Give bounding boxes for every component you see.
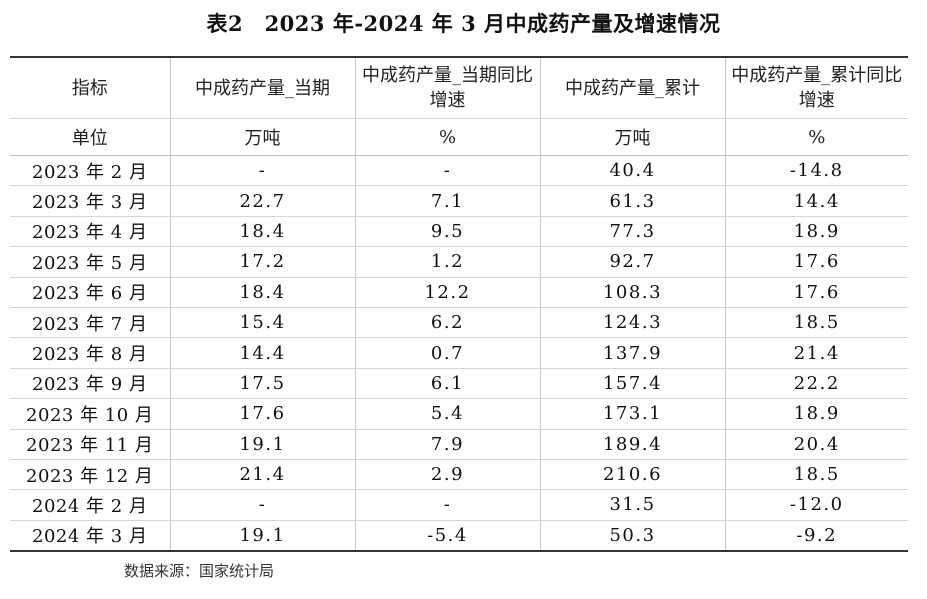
cell-period: 2023 年 10 月 [10,398,171,430]
cell-cumulative-yoy: -12.0 [724,489,908,521]
cell-current-yoy: 0.7 [354,337,541,369]
cell-current-yoy: 12.2 [354,277,541,308]
table-row: 2023 年 5 月 17.2 1.2 92.7 17.6 [10,246,908,278]
cell-current-output: - [169,489,356,521]
table-row: 2023 年 4 月 18.4 9.5 77.3 18.9 [10,216,908,248]
cell-cumulative-output: 61.3 [539,185,726,217]
data-source-note: 数据来源：国家统计局 [124,562,275,580]
cell-period: 2023 年 3 月 [10,185,171,217]
production-table: 指标 中成药产量_当期 中成药产量_当期同比增速 中成药产量_累计 中成药产量_… [10,56,908,553]
cell-cumulative-output: 40.4 [539,155,726,187]
cell-cumulative-output: 108.3 [539,277,726,308]
unit-cumulative-output: 万吨 [539,118,726,156]
cell-cumulative-yoy: -9.2 [724,520,908,553]
cell-cumulative-output: 137.9 [539,337,726,369]
cell-current-output: 17.5 [169,368,356,400]
data-table-container: 指标 中成药产量_当期 中成药产量_当期同比增速 中成药产量_累计 中成药产量_… [10,56,908,553]
table-row: 2023 年 9 月 17.5 6.1 157.4 22.2 [10,368,908,400]
table-title: 表2 2023 年-2024 年 3 月中成药产量及增速情况 [206,11,721,36]
cell-cumulative-yoy: 18.5 [724,459,908,491]
cell-current-yoy: 2.9 [354,459,541,491]
cell-period: 2023 年 2 月 [10,155,171,187]
cell-cumulative-yoy: -14.8 [724,155,908,187]
unit-label: 单位 [10,118,171,156]
cell-period: 2024 年 2 月 [10,489,171,521]
cell-current-output: 18.4 [169,216,356,248]
cell-current-output: - [169,155,356,187]
table-body: 2023 年 2 月 - -40.4 -14.8 2023 年 3 月 22.7 7.1 61… [10,155,908,553]
cell-current-output: 21.4 [169,459,356,491]
cell-cumulative-yoy: 21.4 [724,337,908,369]
table-row: 2023 年 11 月 19.1 7.9 189.4 20.4 [10,429,908,460]
cell-current-output: 19.1 [169,520,356,553]
column-header-indicator: 指标 [10,56,171,119]
cell-cumulative-output: 189.4 [539,429,726,460]
table-row: 2023 年 3 月 22.7 7.1 61.3 14.4 [10,185,908,217]
cell-period: 2023 年 8 月 [10,337,171,369]
cell-current-output: 17.6 [169,398,356,430]
cell-current-yoy: - [354,155,541,187]
cell-current-yoy: - [354,489,541,521]
cell-cumulative-yoy: 18.9 [724,398,908,430]
table-row: 2023 年 2 月 - -40.4 -14.8 [10,155,908,187]
table-row: 2023 年 10 月 17.6 5.4 173.1 18.9 [10,398,908,430]
unit-row: 单位 万吨 % 万吨 % [10,118,908,156]
table-row: 2023 年 12 月 21.4 2.9 210.6 18.5 [10,459,908,491]
cell-cumulative-yoy: 18.5 [724,307,908,339]
cell-period: 2023 年 7 月 [10,307,171,339]
cell-current-yoy: 6.1 [354,368,541,400]
unit-current-yoy: % [354,118,541,156]
cell-current-output: 17.2 [169,246,356,278]
cell-period: 2023 年 9 月 [10,368,171,400]
cell-cumulative-yoy: 17.6 [724,277,908,308]
cell-current-output: 14.4 [169,337,356,369]
header-row: 指标 中成药产量_当期 中成药产量_当期同比增速 中成药产量_累计 中成药产量_… [10,56,908,119]
cell-cumulative-yoy: 14.4 [724,185,908,217]
cell-cumulative-yoy: 18.9 [724,216,908,248]
cell-current-output: 15.4 [169,307,356,339]
cell-period: 2023 年 4 月 [10,216,171,248]
cell-period: 2023 年 6 月 [10,277,171,308]
cell-cumulative-output: 210.6 [539,459,726,491]
cell-cumulative-output: 157.4 [539,368,726,400]
cell-current-yoy: 5.4 [354,398,541,430]
cell-current-yoy: 6.2 [354,307,541,339]
cell-current-yoy: -5.4 [354,520,541,553]
cell-cumulative-output: 124.3 [539,307,726,339]
table-row: 2024 年 2 月 - -31.5 -12.0 [10,489,908,521]
cell-cumulative-output: 77.3 [539,216,726,248]
column-header-cumulative-yoy: 中成药产量_累计同比增速 [724,56,908,119]
cell-current-yoy: 1.2 [354,246,541,278]
cell-current-yoy: 7.9 [354,429,541,460]
cell-cumulative-yoy: 20.4 [724,429,908,460]
unit-current-output: 万吨 [169,118,356,156]
cell-cumulative-output: 50.3 [539,520,726,553]
table-row: 2023 年 8 月 14.4 0.7 137.9 21.4 [10,337,908,369]
cell-period: 2024 年 3 月 [10,520,171,553]
cell-current-yoy: 9.5 [354,216,541,248]
cell-current-output: 22.7 [169,185,356,217]
table-row: 2023 年 6 月 18.4 12.2 108.3 17.6 [10,277,908,308]
cell-cumulative-output: 31.5 [539,489,726,521]
cell-period: 2023 年 12 月 [10,459,171,491]
cell-current-yoy: 7.1 [354,185,541,217]
cell-period: 2023 年 5 月 [10,246,171,278]
column-header-current-yoy: 中成药产量_当期同比增速 [354,56,541,119]
table-row: 2024 年 3 月 19.1 -5.4 50.3 -9.2 [10,520,908,553]
cell-cumulative-yoy: 17.6 [724,246,908,278]
cell-period: 2023 年 11 月 [10,429,171,460]
cell-cumulative-yoy: 22.2 [724,368,908,400]
cell-cumulative-output: 92.7 [539,246,726,278]
unit-cumulative-yoy: % [724,118,908,156]
cell-cumulative-output: 173.1 [539,398,726,430]
table-row: 2023 年 7 月 15.4 6.2 124.3 18.5 [10,307,908,339]
column-header-current-output: 中成药产量_当期 [169,56,356,119]
column-header-cumulative-output: 中成药产量_累计 [539,56,726,119]
cell-current-output: 18.4 [169,277,356,308]
cell-current-output: 19.1 [169,429,356,460]
